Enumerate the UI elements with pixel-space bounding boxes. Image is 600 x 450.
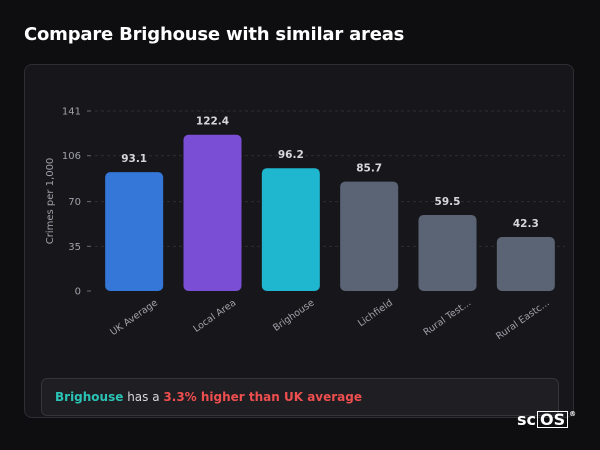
page-title: Compare Brighouse with similar areas xyxy=(24,24,405,45)
bar-value-label: 85.7 xyxy=(356,163,382,175)
bar xyxy=(496,237,555,291)
y-axis-label: Crimes per 1,000 xyxy=(45,158,56,245)
bar-value-label: 122.4 xyxy=(196,116,229,128)
x-tick-label: Brighouse xyxy=(271,297,317,333)
bar xyxy=(261,168,320,291)
y-tick-label: 0 xyxy=(75,287,81,298)
y-tick-label: 35 xyxy=(68,242,81,253)
comparison-summary: Brighouse has a 3.3% higher than UK aver… xyxy=(41,378,559,416)
bar-value-label: 42.3 xyxy=(513,218,539,230)
y-tick-label: 70 xyxy=(68,197,81,208)
summary-location: Brighouse xyxy=(55,390,124,404)
logo-prefix: sc xyxy=(517,409,537,429)
scos-logo: sc OS ® xyxy=(517,409,577,429)
y-tick-label: 106 xyxy=(62,151,81,162)
bar xyxy=(183,134,242,291)
bar-value-label: 93.1 xyxy=(121,153,147,165)
logo-boxed: OS xyxy=(537,410,569,428)
y-tick-label: 141 xyxy=(62,107,81,118)
x-tick-label: Rural Eastc... xyxy=(494,297,551,342)
x-tick-label: Lichfield xyxy=(356,297,395,329)
chart-card: Crimes per 1,000 0 35 70 106 141 93.1 122.4 96… xyxy=(24,64,574,418)
bar xyxy=(105,172,164,291)
x-tick-label: UK Average xyxy=(108,297,160,338)
bar-value-label: 96.2 xyxy=(278,149,304,161)
summary-comparison: 3.3% higher than UK average xyxy=(163,390,363,404)
bar xyxy=(340,181,399,291)
summary-middle: has a xyxy=(123,390,164,404)
x-tick-label: Local Area xyxy=(191,297,238,334)
bar-value-label: 59.5 xyxy=(435,196,461,208)
bar xyxy=(418,215,477,291)
x-tick-label: Rural Test... xyxy=(422,297,474,338)
logo-mark: ® xyxy=(569,410,577,418)
bar-chart: Crimes per 1,000 0 35 70 106 141 93.1 122.4 96… xyxy=(45,107,565,342)
